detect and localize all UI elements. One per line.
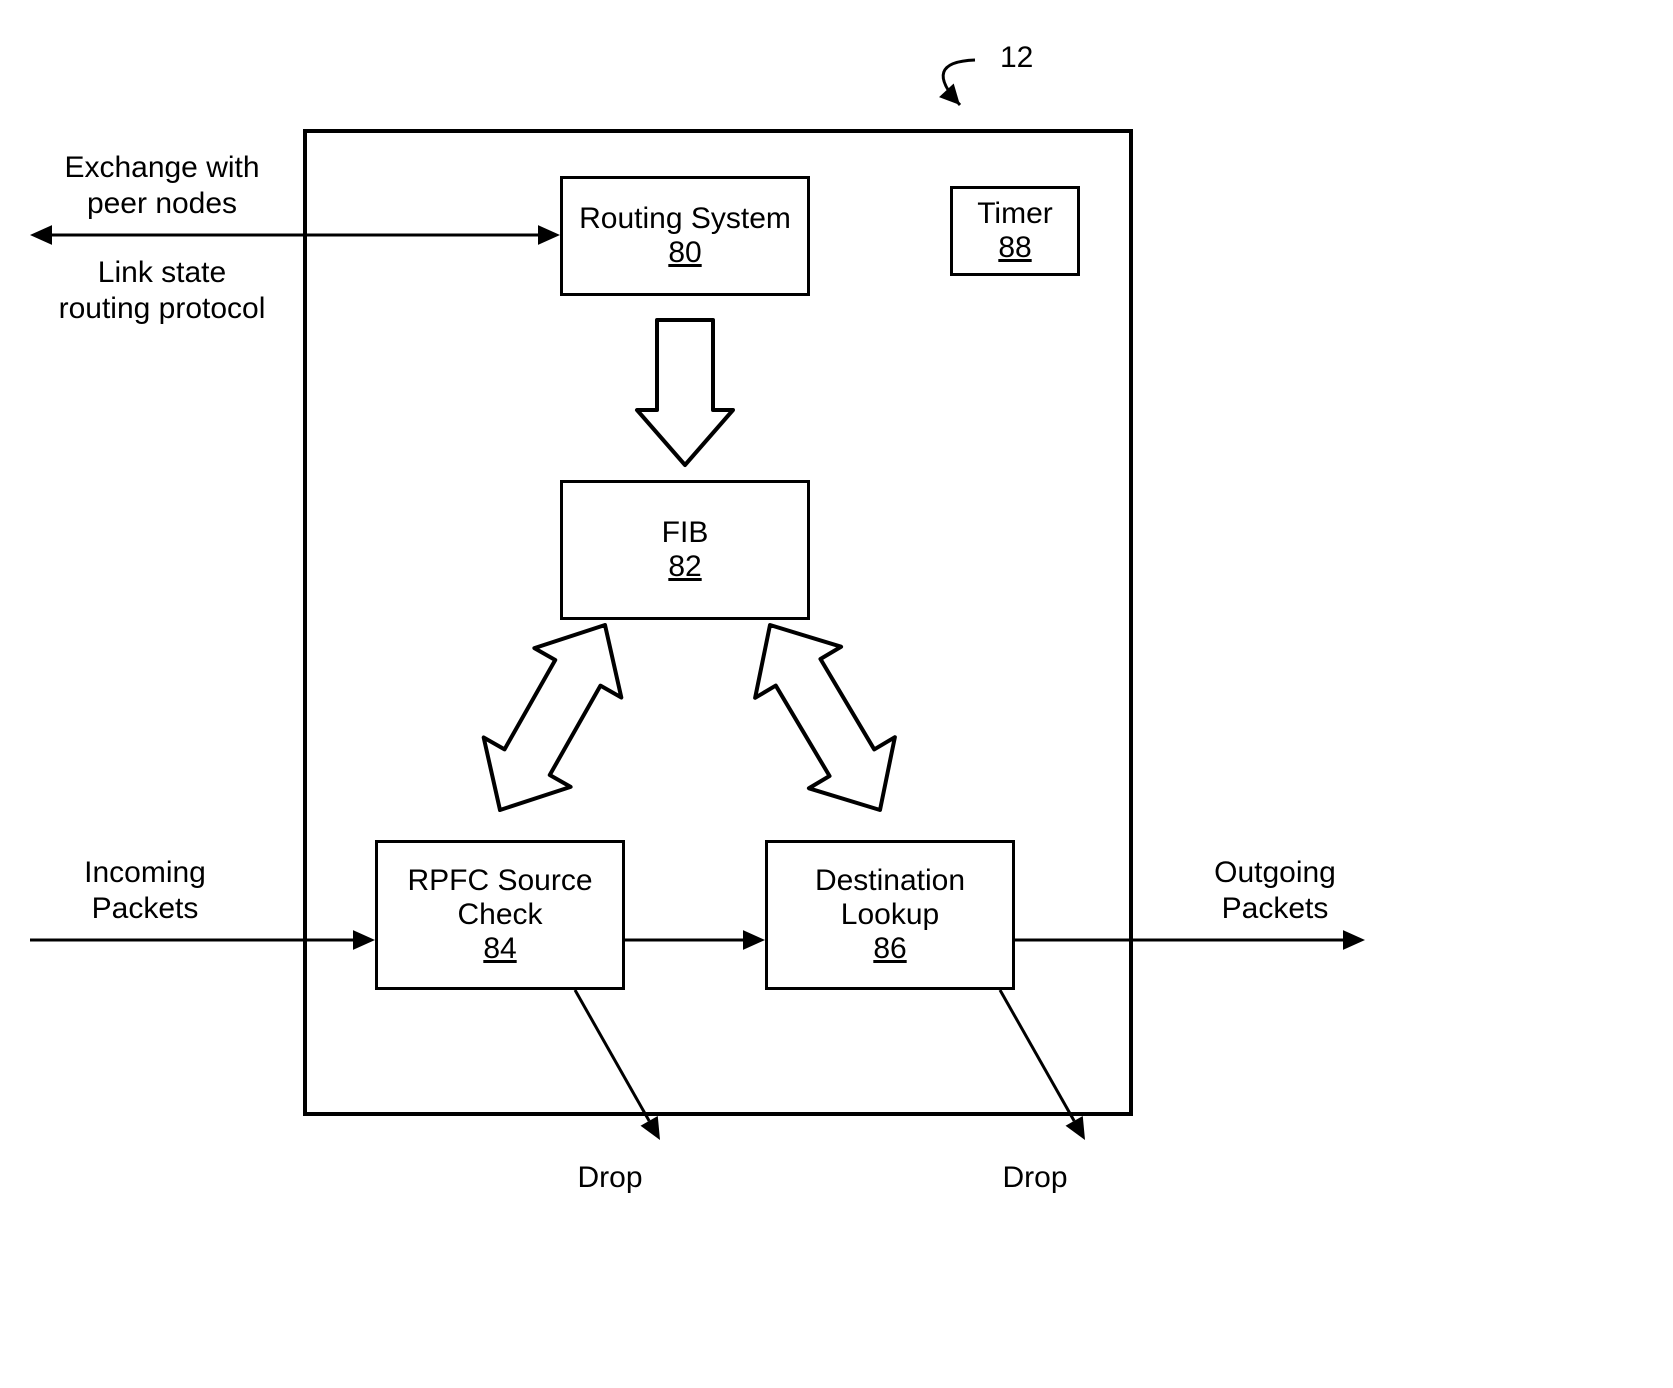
routing-system-block: Routing System 80 (560, 176, 810, 296)
rpfc-block: RPFC Source Check 84 (375, 840, 625, 990)
rpfc-title: RPFC Source Check (407, 864, 592, 932)
link-state-label: Link state routing protocol (32, 255, 292, 327)
timer-ref: 88 (998, 231, 1031, 265)
fib-ref: 82 (668, 550, 701, 584)
fib-block: FIB 82 (560, 480, 810, 620)
timer-block: Timer 88 (950, 186, 1080, 276)
dest-block: Destination Lookup 86 (765, 840, 1015, 990)
exchange-label: Exchange with peer nodes (32, 150, 292, 222)
timer-title: Timer (977, 197, 1053, 231)
routing-system-ref: 80 (668, 236, 701, 270)
rpfc-ref: 84 (483, 932, 516, 966)
container-ref-label: 12 (1000, 40, 1033, 76)
dest-ref: 86 (873, 932, 906, 966)
fib-title: FIB (662, 516, 709, 550)
dest-title: Destination Lookup (815, 864, 965, 932)
routing-system-title: Routing System (579, 202, 791, 236)
drop-label-1: Drop (550, 1160, 670, 1196)
drop-label-2: Drop (975, 1160, 1095, 1196)
outgoing-label: Outgoing Packets (1185, 855, 1365, 927)
incoming-label: Incoming Packets (55, 855, 235, 927)
